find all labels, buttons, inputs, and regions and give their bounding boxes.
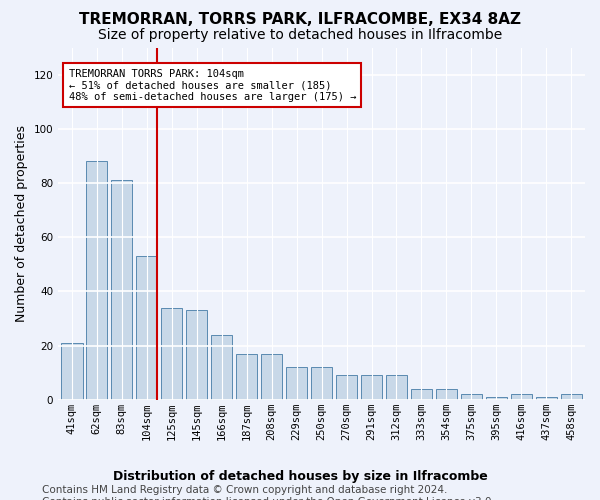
Bar <box>336 376 357 400</box>
Text: Size of property relative to detached houses in Ilfracombe: Size of property relative to detached ho… <box>98 28 502 42</box>
Text: TREMORRAN, TORRS PARK, ILFRACOMBE, EX34 8AZ: TREMORRAN, TORRS PARK, ILFRACOMBE, EX34 … <box>79 12 521 28</box>
Bar <box>560 394 582 400</box>
Bar <box>211 334 232 400</box>
Bar <box>111 180 133 400</box>
Bar <box>311 367 332 400</box>
Bar <box>411 389 432 400</box>
Bar <box>486 397 507 400</box>
Bar <box>136 256 157 400</box>
Text: Distribution of detached houses by size in Ilfracombe: Distribution of detached houses by size … <box>113 470 487 483</box>
Bar <box>61 343 83 400</box>
Bar <box>461 394 482 400</box>
Bar <box>161 308 182 400</box>
Text: TREMORRAN TORRS PARK: 104sqm
← 51% of detached houses are smaller (185)
48% of s: TREMORRAN TORRS PARK: 104sqm ← 51% of de… <box>69 68 356 102</box>
Bar <box>186 310 208 400</box>
Text: Contains HM Land Registry data © Crown copyright and database right 2024.
Contai: Contains HM Land Registry data © Crown c… <box>42 485 495 500</box>
Y-axis label: Number of detached properties: Number of detached properties <box>15 125 28 322</box>
Bar <box>261 354 282 400</box>
Bar <box>511 394 532 400</box>
Bar <box>86 162 107 400</box>
Bar <box>286 367 307 400</box>
Bar <box>436 389 457 400</box>
Bar <box>236 354 257 400</box>
Bar <box>361 376 382 400</box>
Bar <box>386 376 407 400</box>
Bar <box>536 397 557 400</box>
